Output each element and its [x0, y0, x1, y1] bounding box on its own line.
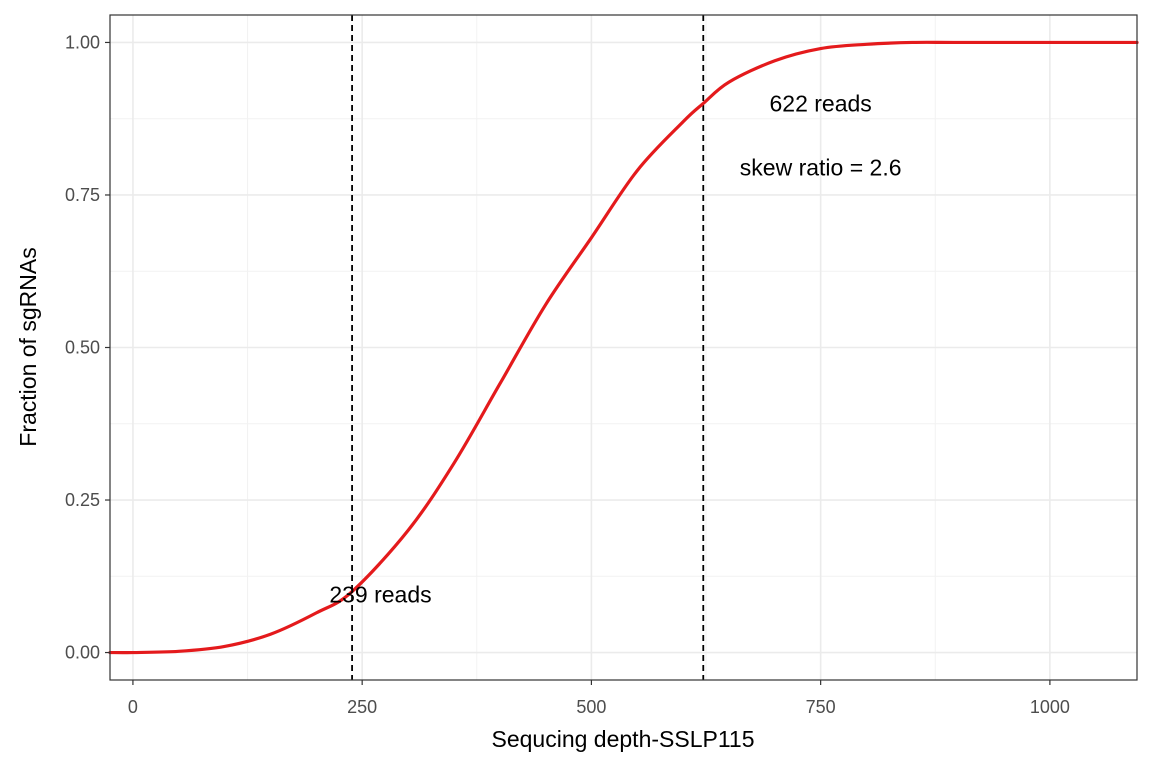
x-tick-label: 500 [576, 697, 606, 717]
y-tick-label: 0.25 [65, 490, 100, 510]
x-tick-label: 1000 [1030, 697, 1070, 717]
y-tick-label: 0.75 [65, 185, 100, 205]
x-tick-label: 0 [128, 697, 138, 717]
x-tick-label: 750 [806, 697, 836, 717]
annotation-label: skew ratio = 2.6 [740, 155, 902, 181]
reference-lines [351, 15, 705, 680]
series-line [108, 40, 1139, 655]
annotations: 239 reads 622 reads skew ratio = 2.6 [329, 90, 901, 607]
x-axis-title: Sequcing depth-SSLP115 [492, 726, 755, 752]
y-tick-label: 0.50 [65, 338, 100, 358]
data-series [108, 40, 1139, 655]
x-axis: 0 250 500 750 1000 [128, 680, 1070, 717]
y-axis-title: Fraction of sgRNAs [15, 247, 41, 446]
y-axis: 0.00 0.25 0.50 0.75 1.00 [65, 32, 110, 663]
x-tick-label: 250 [347, 697, 377, 717]
annotation-label: 239 reads [329, 582, 431, 608]
annotation-label: 622 reads [769, 90, 871, 116]
y-tick-label: 0.00 [65, 643, 100, 663]
grid-major [110, 15, 1137, 680]
y-tick-label: 1.00 [65, 32, 100, 52]
